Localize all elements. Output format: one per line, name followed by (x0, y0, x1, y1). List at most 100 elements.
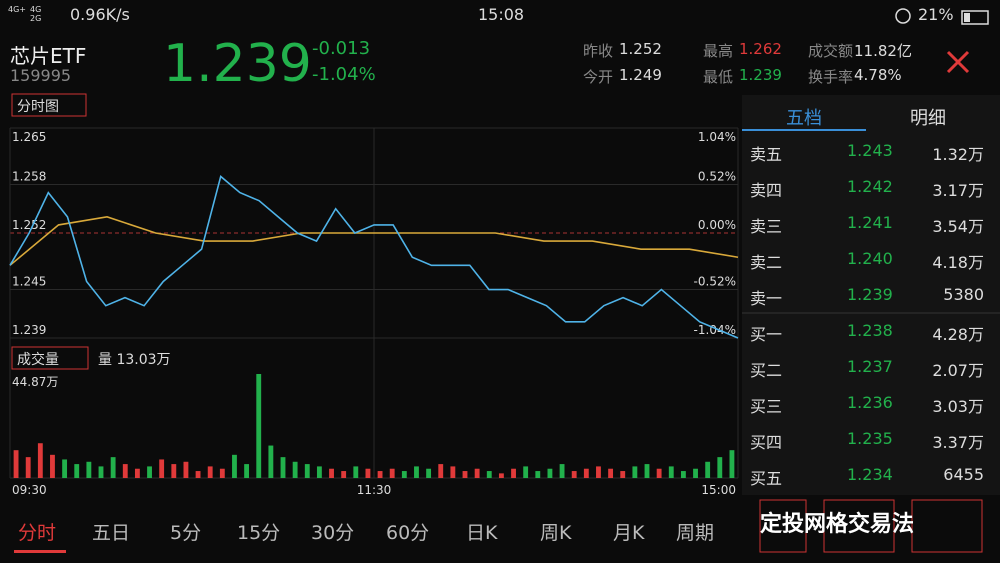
nav-button[interactable] (823, 499, 895, 553)
stock-name: 芯片ETF (10, 44, 87, 68)
volume-bar (596, 466, 601, 478)
bottom-tab[interactable]: 月K (613, 522, 645, 544)
volume-bar (304, 464, 310, 478)
volume-bar (122, 464, 128, 478)
book-row: 卖三 1.241 3.54万 (742, 206, 1000, 242)
volume-bar (668, 466, 674, 478)
bottom-tab[interactable]: 日K (466, 522, 498, 544)
volume-bar (656, 468, 662, 478)
y-tick-label: 1.239 (12, 323, 46, 337)
nav-button[interactable] (759, 499, 807, 553)
book-side: 买四 (750, 433, 783, 452)
volume-bar (50, 454, 55, 478)
book-row: 买四 1.235 3.37万 (742, 422, 1000, 458)
volume-bar (620, 471, 626, 478)
book-side: 卖一 (750, 289, 783, 308)
volume-bar (316, 466, 322, 478)
chart-mode[interactable]: 分时图 (17, 99, 59, 115)
book-tab[interactable]: 五档 (786, 108, 822, 129)
book-row: 卖五 1.243 1.32万 (742, 134, 1000, 170)
stat-value: 11.82亿 (854, 42, 912, 60)
stat-value: 4.78% (854, 66, 902, 84)
stat-value: 1.262 (739, 40, 782, 58)
volume-bar (414, 466, 419, 478)
volume-bar (511, 468, 516, 478)
volume-bar (583, 468, 589, 478)
volume-box[interactable] (11, 346, 89, 370)
book-tab[interactable]: 明细 (910, 108, 946, 129)
volume-bar (86, 461, 92, 478)
nav-button[interactable] (911, 499, 983, 553)
close-icon[interactable] (946, 50, 970, 74)
bottom-tab[interactable]: 周期 (676, 522, 715, 544)
tab-active-underline (14, 550, 66, 553)
volume-bar (365, 468, 371, 478)
book-volume: 3.54万 (932, 217, 984, 236)
book-price: 1.239 (847, 285, 893, 304)
volume-bar (268, 445, 274, 478)
book-row: 买一 1.238 4.28万 (742, 314, 1000, 350)
pct-tick-label: 1.04% (698, 130, 736, 144)
volume-bar (134, 468, 140, 478)
book-price: 1.242 (847, 177, 893, 196)
book-row: 卖四 1.242 3.17万 (742, 170, 1000, 206)
volume-bar (401, 471, 407, 478)
stat-label: 最低 (703, 68, 734, 86)
bottom-tab[interactable]: 60分 (386, 522, 430, 544)
stat-label: 换手率 (808, 68, 854, 86)
book-row: 买三 1.236 3.03万 (742, 386, 1000, 422)
volume-bar (547, 468, 553, 478)
bottom-tab[interactable]: 5分 (170, 522, 202, 544)
y-tick-label: 1.258 (12, 170, 46, 184)
book-volume: 4.28万 (932, 325, 984, 344)
bottom-tab[interactable]: 30分 (311, 522, 355, 544)
book-volume: 5380 (943, 285, 984, 304)
net-label: 4G (30, 5, 42, 14)
y-tick-label: 1.252 (12, 218, 46, 232)
volume-bar (680, 471, 686, 478)
book-volume: 3.03万 (932, 397, 984, 416)
alarm-icon (895, 8, 911, 24)
bottom-tab[interactable]: 分时 (18, 522, 57, 544)
volume-bar (571, 471, 577, 478)
book-volume: 3.17万 (932, 181, 984, 200)
book-price: 1.234 (847, 465, 893, 484)
mode-box[interactable] (11, 93, 87, 117)
volume-bar (171, 464, 177, 478)
volume-bar (219, 468, 225, 478)
volume-bar (244, 464, 250, 478)
pct-tick-label: -0.52% (694, 275, 736, 289)
volume-bar (74, 464, 80, 478)
volume-bar (280, 457, 286, 478)
y-tick-label: 1.245 (12, 275, 46, 289)
bottom-tab[interactable]: 五日 (92, 522, 131, 544)
volume-bar (632, 466, 638, 478)
bottom-tab[interactable]: 15分 (237, 522, 281, 544)
book-price: 1.243 (847, 141, 893, 160)
battery-level (964, 13, 970, 22)
book-row: 买五 1.234 6455 (742, 458, 1000, 494)
clock: 15:08 (478, 5, 525, 24)
watermark: 定投网格交易法 (760, 512, 915, 537)
tab-underline (742, 129, 866, 131)
volume-bar (37, 443, 43, 478)
net-speed: 0.96K/s (70, 5, 130, 24)
net-label: 4G+ (8, 5, 26, 14)
stock-code: 159995 (10, 66, 72, 85)
volume-bar (195, 471, 201, 478)
order-panel-bg (742, 95, 1000, 495)
last-price: 1.239 (163, 34, 312, 94)
volume-bar (644, 464, 650, 478)
book-row: 卖二 1.240 4.18万 (742, 242, 1000, 278)
volume-bar (292, 461, 298, 478)
avg-line (9, 216, 739, 266)
volume-label[interactable]: 成交量 (17, 352, 59, 368)
book-price: 1.238 (847, 321, 893, 340)
book-volume: 6455 (943, 465, 984, 484)
battery-pct: 21% (918, 5, 954, 24)
bottom-tab[interactable]: 周K (540, 522, 572, 544)
volume-bar (341, 471, 347, 478)
battery-icon (961, 10, 989, 25)
stat-value: 1.252 (619, 40, 662, 58)
